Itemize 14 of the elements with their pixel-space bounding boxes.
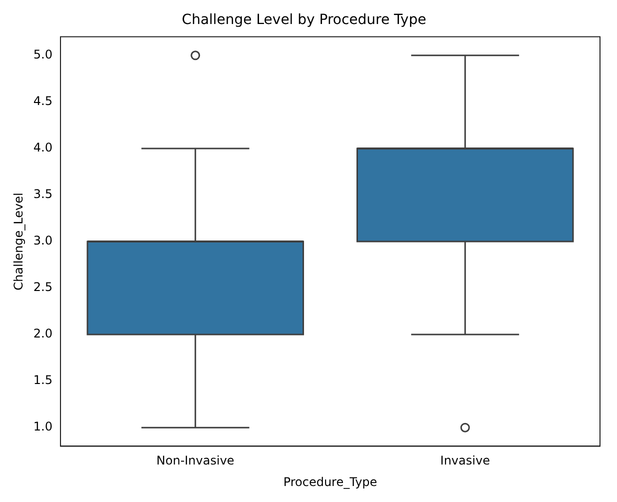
y-tick-label: 2.5 — [33, 280, 52, 294]
x-tick-label: Invasive — [440, 454, 490, 468]
y-axis-title: Challenge_Level — [11, 192, 26, 290]
x-tick-label: Non-Invasive — [156, 454, 234, 468]
y-tick-label: 5.0 — [33, 48, 52, 62]
y-tick-label: 4.0 — [33, 140, 52, 155]
y-tick-label: 1.5 — [33, 373, 52, 388]
y-tick-label: 4.5 — [33, 94, 52, 108]
y-tick-label: 1.0 — [33, 420, 52, 434]
y-tick-label: 3.5 — [33, 187, 52, 202]
y-tick-label: 3.0 — [33, 234, 52, 248]
chart-title: Challenge Level by Procedure Type — [182, 12, 426, 28]
x-axis-title: Procedure_Type — [283, 474, 378, 489]
y-tick-label: 2.0 — [33, 326, 52, 341]
